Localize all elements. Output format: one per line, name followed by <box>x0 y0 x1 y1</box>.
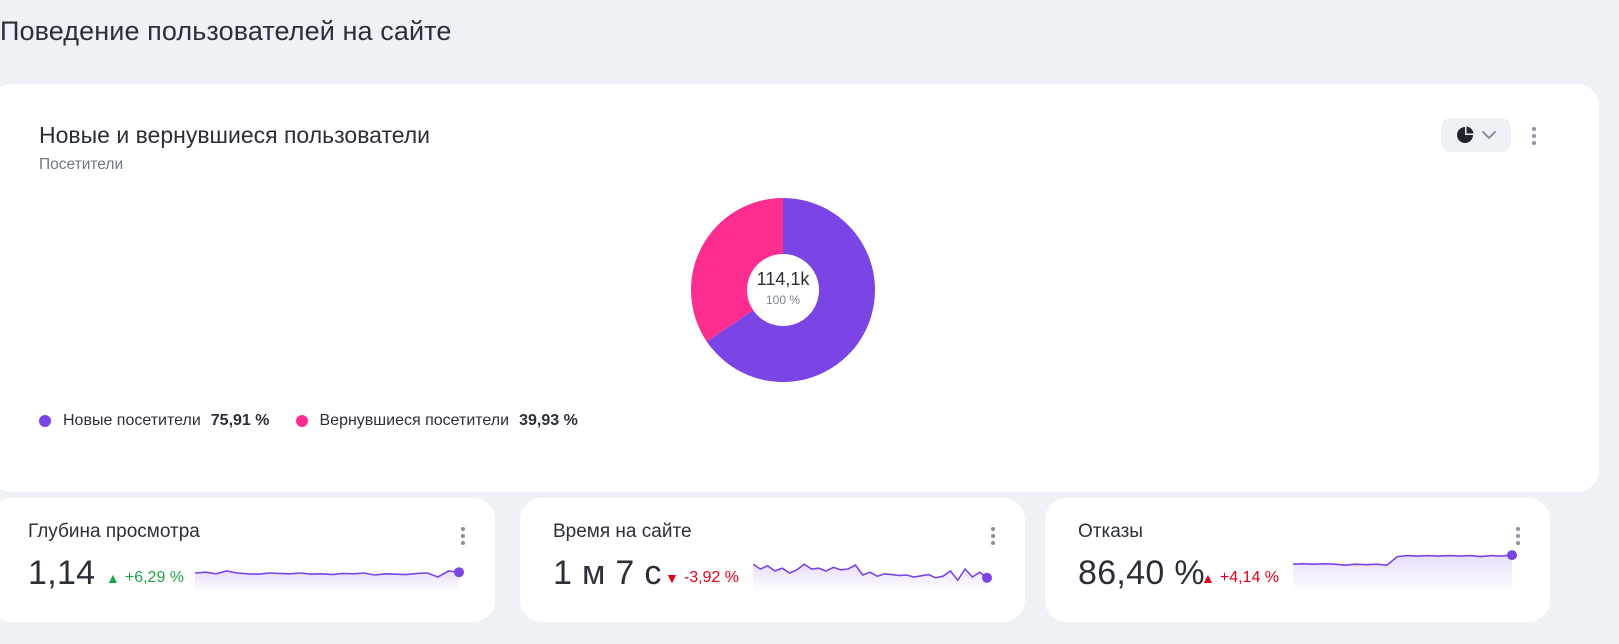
card-subtitle: Посетители <box>39 156 124 173</box>
metric-more-button[interactable] <box>986 524 1000 548</box>
more-vertical-icon <box>1516 527 1520 531</box>
metric-delta: ▲ +4,14 % <box>1201 569 1279 587</box>
sparkline-area <box>195 571 459 593</box>
legend-dot-new <box>39 415 51 427</box>
sparkline-area <box>1293 555 1512 594</box>
legend-dot-returning <box>295 415 308 427</box>
donut-slice-0[interactable] <box>706 198 875 382</box>
chart-legend: Новые посетители 75,91 % Вернувшиеся пос… <box>39 412 578 430</box>
metric-delta-value: +6,29 % <box>124 569 185 586</box>
card-more-button[interactable] <box>1527 124 1541 148</box>
legend-label-new: Новые посетители <box>63 412 201 429</box>
more-vertical-icon <box>1532 127 1536 131</box>
new-returning-users-card: Новые и вернувшиеся пользователи Посетит… <box>0 84 1599 492</box>
metric-more-button[interactable] <box>456 524 470 548</box>
sparkline-line <box>1293 554 1513 567</box>
metric-value: 1 м 7 с <box>553 554 662 592</box>
sparkline <box>1293 550 1517 594</box>
metric-card-bounces: Отказы 86,40 % ▲ +4,14 % <box>1045 498 1550 622</box>
legend-item-new[interactable]: Новые посетители 75,91 % <box>39 412 270 430</box>
sparkline-line <box>753 563 988 582</box>
sparkline-end-point <box>454 567 464 578</box>
metric-title: Время на сайте <box>553 521 692 542</box>
metric-card-time-on-site: Время на сайте 1 м 7 с ▼ -3,92 % <box>520 498 1025 622</box>
metric-title: Отказы <box>1078 521 1143 542</box>
metric-value: 1,14 <box>28 554 96 592</box>
sparkline-end-point <box>1507 550 1517 561</box>
chart-type-toggle-button[interactable] <box>1441 118 1511 152</box>
metric-value: 86,40 % <box>1078 554 1205 592</box>
donut-svg <box>691 198 875 382</box>
sparkline <box>195 567 464 593</box>
more-vertical-icon <box>991 527 995 531</box>
metric-delta: ▲ +6,29 % <box>106 569 184 587</box>
legend-value-returning: 39,93 % <box>519 412 578 429</box>
metric-delta: ▼ -3,92 % <box>665 569 739 587</box>
chevron-down-icon <box>1482 131 1496 140</box>
arrow-down-icon: ▼ <box>665 570 679 586</box>
donut-slice-1[interactable] <box>691 198 783 342</box>
metric-more-button[interactable] <box>1511 524 1525 548</box>
donut-chart: 114,1k 100 % <box>690 197 876 383</box>
sparkline-line <box>195 570 460 578</box>
legend-value-new: 75,91 % <box>210 412 270 429</box>
pie-chart-icon <box>1457 126 1474 143</box>
metric-title: Глубина просмотра <box>28 521 200 542</box>
card-title: Новые и вернувшиеся пользователи <box>39 122 431 148</box>
legend-label-returning: Вернувшиеся посетители <box>319 412 510 429</box>
arrow-up-icon: ▲ <box>1201 570 1215 586</box>
sparkline-end-point <box>982 572 992 583</box>
metric-delta-value: +4,14 % <box>1219 569 1280 586</box>
page-title: Поведение пользователей на сайте <box>0 16 452 46</box>
sparkline <box>753 563 992 593</box>
metric-card-page-depth: Глубина просмотра 1,14 ▲ +6,29 % <box>0 498 495 622</box>
more-vertical-icon <box>461 527 465 531</box>
legend-item-returning[interactable]: Вернувшиеся посетители 39,93 % <box>295 412 578 430</box>
metric-delta-value: -3,92 % <box>683 569 739 586</box>
sparkline-area <box>753 564 987 593</box>
arrow-up-icon: ▲ <box>106 570 120 586</box>
